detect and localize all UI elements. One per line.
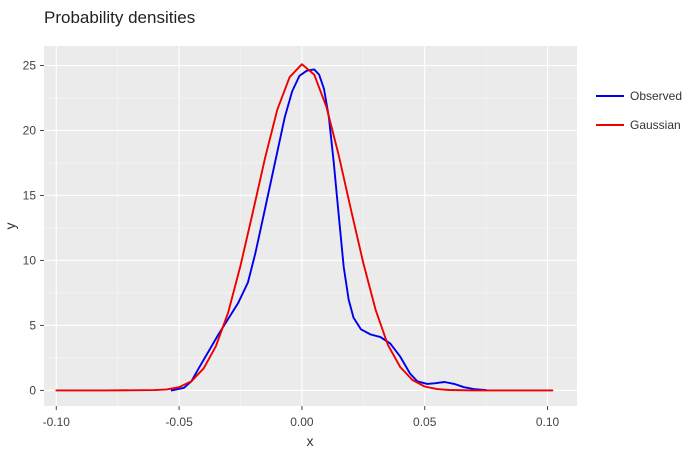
chart-title: Probability densities xyxy=(44,8,195,27)
x-tick-label: 0.10 xyxy=(536,415,560,429)
grid-lines xyxy=(44,46,577,406)
x-axis-label: x xyxy=(307,433,314,449)
series-lines xyxy=(55,63,554,392)
x-tick-label: 0.05 xyxy=(413,415,437,429)
x-tick-label: -0.10 xyxy=(43,415,71,429)
y-tick-label: 0 xyxy=(29,383,36,397)
y-tick-label: 20 xyxy=(23,123,37,137)
y-tick-label: 15 xyxy=(23,188,37,202)
legend-item-observed[interactable]: Observed xyxy=(596,89,682,103)
legend-item-gaussian[interactable]: Gaussian xyxy=(596,118,681,132)
y-tick-label: 10 xyxy=(23,253,37,267)
y-tick-label: 25 xyxy=(23,58,37,72)
plot-background xyxy=(44,46,577,406)
x-tick-label: -0.05 xyxy=(165,415,193,429)
y-tick-label: 5 xyxy=(29,318,36,332)
legend-label: Gaussian xyxy=(630,118,681,132)
x-tick-label: 0.00 xyxy=(290,415,314,429)
legend[interactable]: Observed Gaussian xyxy=(596,89,682,132)
x-axis-ticks: -0.10 -0.05 0.00 0.05 0.10 xyxy=(43,406,560,429)
series-line-gaussian xyxy=(55,63,554,392)
y-axis-label: y xyxy=(2,223,18,230)
legend-label: Observed xyxy=(630,89,682,103)
y-axis-ticks: 0 5 10 15 20 25 xyxy=(23,58,44,397)
